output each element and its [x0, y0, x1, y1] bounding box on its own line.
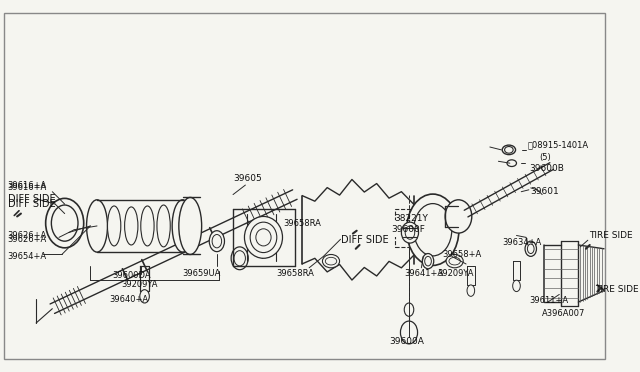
Text: 39611+A: 39611+A [529, 296, 568, 305]
Text: Ⓦ08915-1401A: Ⓦ08915-1401A [528, 141, 589, 150]
Text: A396A007: A396A007 [542, 309, 586, 318]
Text: DIFF SIDE: DIFF SIDE [342, 235, 389, 245]
Ellipse shape [525, 241, 536, 256]
Text: 39626+A: 39626+A [8, 235, 47, 244]
Ellipse shape [446, 254, 463, 268]
Text: 39209YA: 39209YA [122, 280, 158, 289]
Ellipse shape [125, 207, 138, 245]
Ellipse shape [401, 321, 417, 344]
Ellipse shape [234, 251, 245, 266]
Text: 39634+A: 39634+A [502, 238, 541, 247]
Ellipse shape [401, 222, 419, 243]
Text: 39600B: 39600B [529, 164, 564, 173]
Text: 38221Y: 38221Y [394, 214, 428, 223]
Text: 39605: 39605 [233, 174, 262, 183]
Ellipse shape [209, 231, 225, 251]
Text: 39209YA: 39209YA [438, 269, 474, 278]
Ellipse shape [323, 254, 340, 268]
Ellipse shape [45, 198, 84, 248]
Bar [338, 220, 399, 237]
Text: 39640+A: 39640+A [109, 295, 148, 304]
Ellipse shape [414, 203, 452, 256]
Text: 39616+A: 39616+A [8, 183, 47, 192]
Text: TIRE SIDE: TIRE SIDE [595, 285, 639, 294]
Ellipse shape [445, 200, 472, 233]
Text: 39601: 39601 [531, 187, 559, 196]
Text: 39654+A: 39654+A [8, 252, 47, 261]
Ellipse shape [507, 160, 516, 167]
Text: 39600DA: 39600DA [112, 271, 151, 280]
Ellipse shape [406, 194, 459, 266]
Ellipse shape [422, 254, 434, 269]
Bar [395, 209, 425, 247]
Text: 39658RA: 39658RA [284, 219, 321, 228]
Ellipse shape [108, 206, 121, 246]
Ellipse shape [140, 290, 149, 303]
Ellipse shape [51, 205, 78, 241]
Ellipse shape [250, 222, 276, 253]
Text: DIFF SIDE: DIFF SIDE [8, 194, 55, 204]
Ellipse shape [244, 217, 282, 258]
Ellipse shape [172, 200, 193, 252]
Text: 39600A: 39600A [390, 337, 424, 346]
Ellipse shape [405, 226, 415, 239]
Ellipse shape [179, 198, 202, 254]
Ellipse shape [467, 285, 475, 296]
Ellipse shape [256, 229, 271, 246]
Text: 39616+A: 39616+A [8, 180, 47, 190]
Text: 39600F: 39600F [391, 225, 425, 234]
Text: 39658+A: 39658+A [442, 250, 481, 259]
Ellipse shape [141, 206, 154, 246]
Ellipse shape [404, 303, 414, 316]
Ellipse shape [502, 145, 516, 155]
Text: TIRE SIDE: TIRE SIDE [589, 231, 632, 240]
Ellipse shape [231, 247, 248, 270]
Ellipse shape [504, 147, 513, 153]
Ellipse shape [449, 257, 460, 265]
Ellipse shape [527, 244, 534, 254]
Text: 39626+A: 39626+A [8, 231, 47, 240]
Ellipse shape [86, 200, 108, 252]
Text: 39659UA: 39659UA [182, 269, 221, 278]
Ellipse shape [513, 280, 520, 292]
Ellipse shape [425, 256, 431, 266]
Text: 39641+A: 39641+A [404, 269, 444, 278]
Text: DIFF SIDE: DIFF SIDE [8, 199, 55, 209]
Ellipse shape [325, 257, 337, 265]
Text: (5): (5) [540, 153, 551, 162]
Ellipse shape [212, 234, 221, 248]
Ellipse shape [157, 205, 170, 247]
Text: 39658RA: 39658RA [276, 269, 314, 278]
